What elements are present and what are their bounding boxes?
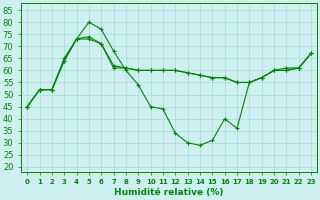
X-axis label: Humidité relative (%): Humidité relative (%) [114,188,224,197]
